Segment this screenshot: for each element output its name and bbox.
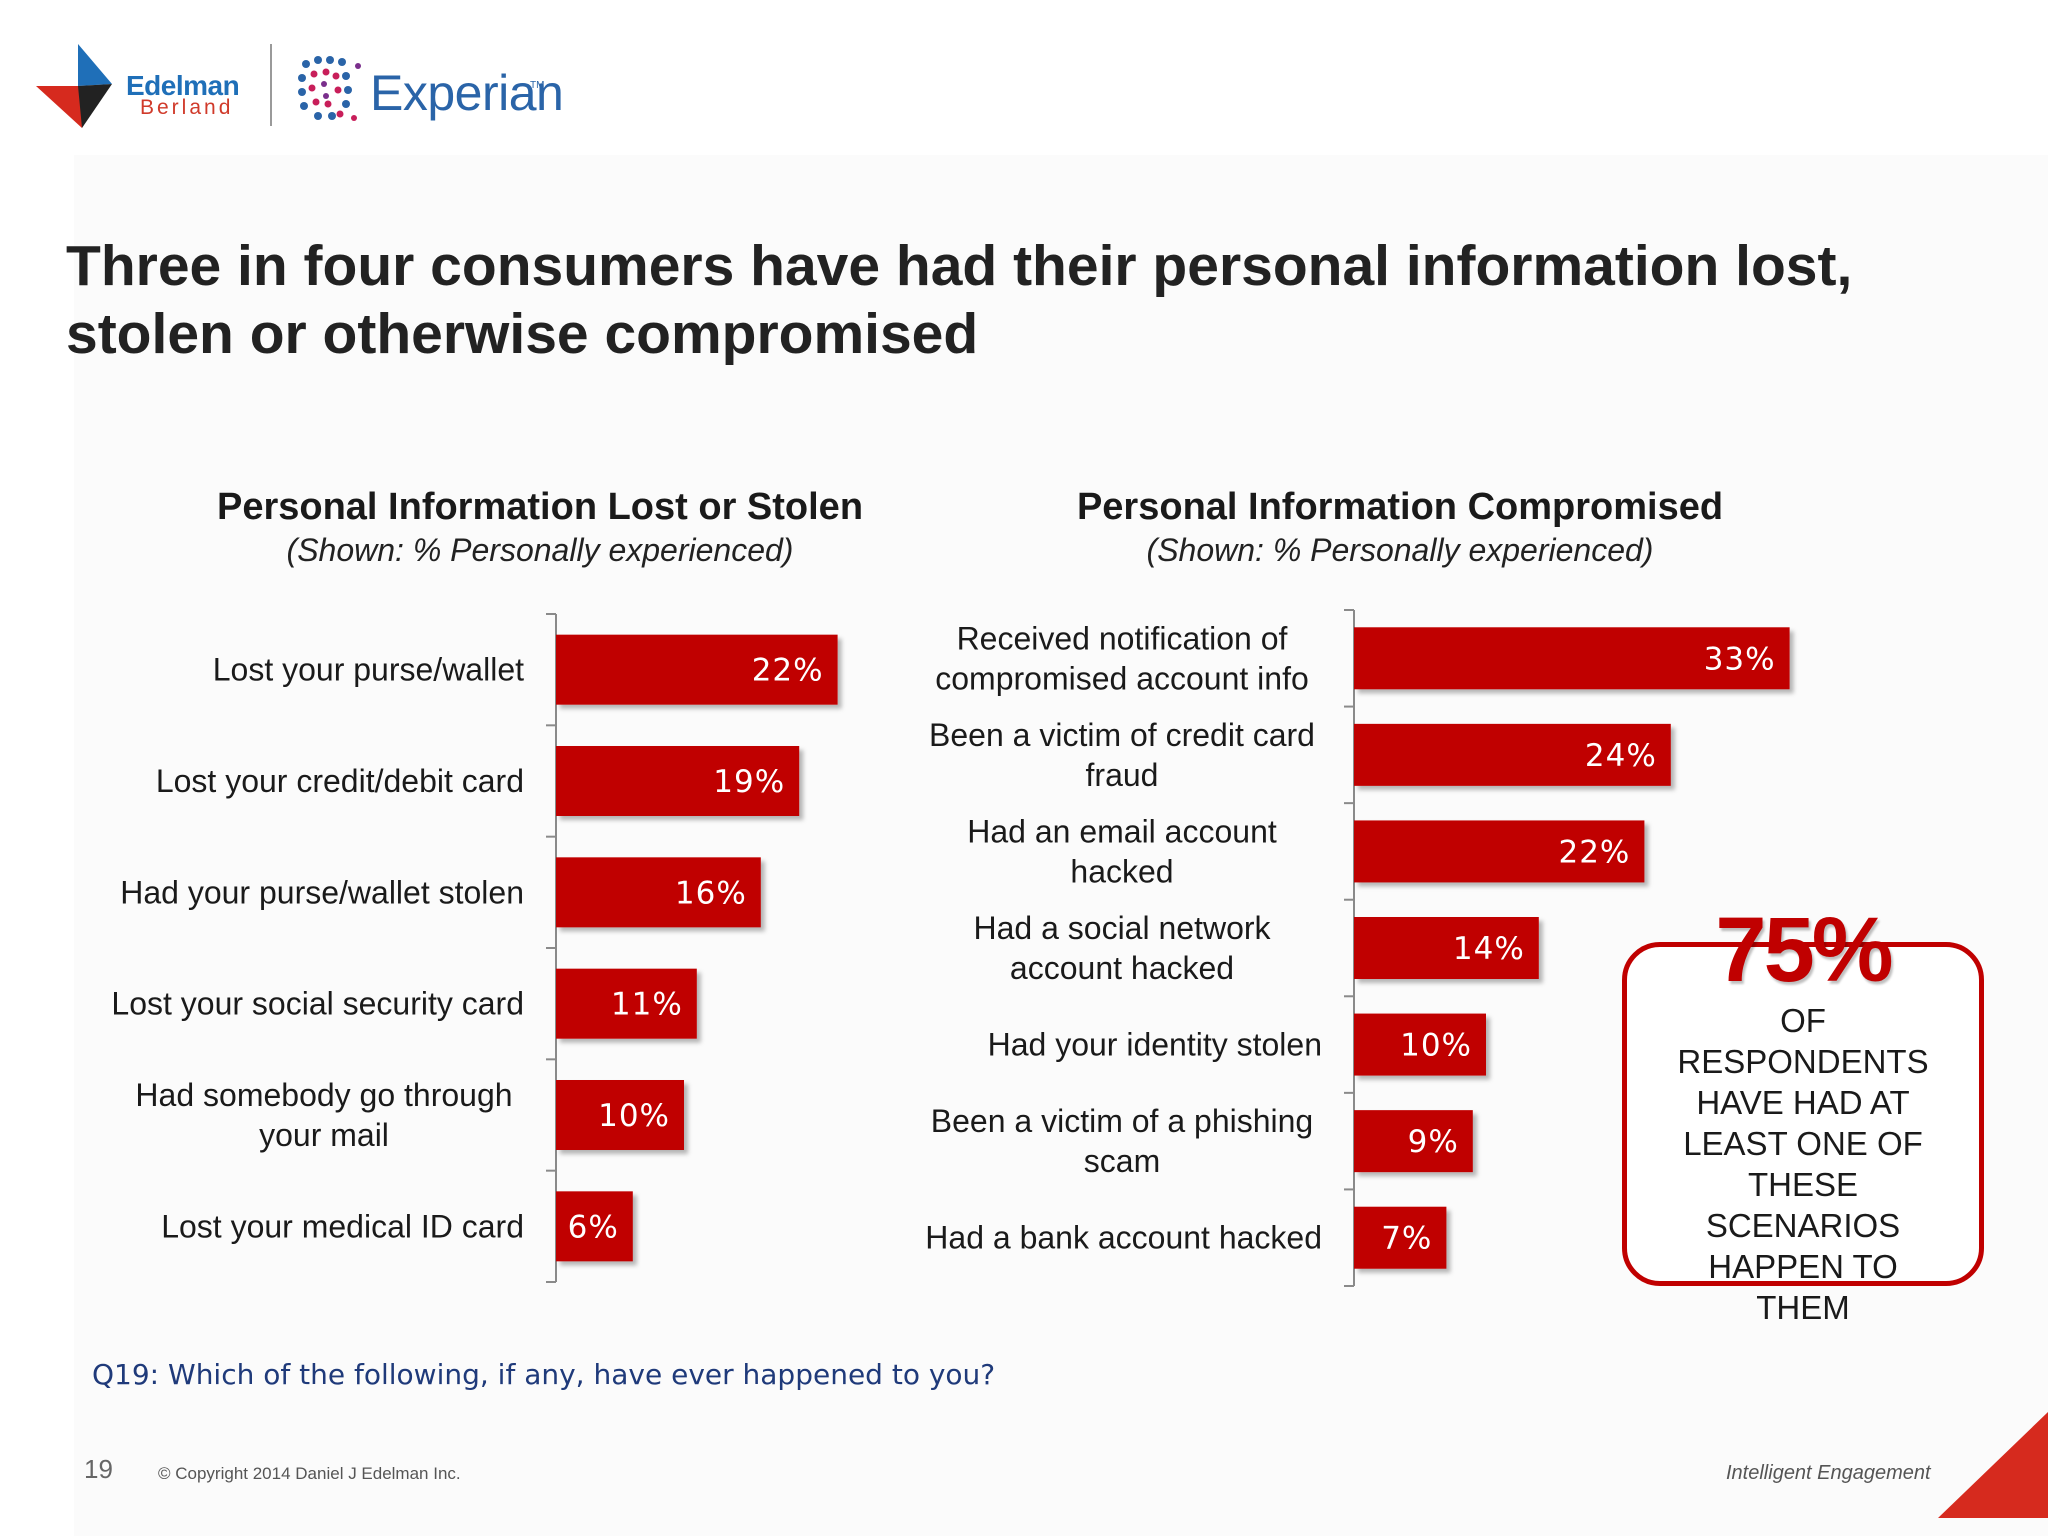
right-chart-bar xyxy=(1354,1110,1473,1173)
right-chart-bar xyxy=(1354,917,1539,979)
right-chart-data-label: 33% xyxy=(1704,641,1776,677)
experian-trademark: TM xyxy=(530,80,545,91)
experian-logo-mark xyxy=(298,56,361,121)
left-chart-data-label: 6% xyxy=(568,1209,619,1245)
left-chart-bar xyxy=(556,746,800,816)
edelman-wordmark: Edelman xyxy=(126,70,240,101)
left-chart-category-label: Lost your social security card xyxy=(111,986,524,1022)
slide-headline: Three in four consumers have had their p… xyxy=(66,234,1853,366)
right-chart-category-label: Been a victim of credit card fraud xyxy=(929,717,1315,793)
right-chart-data-label: 9% xyxy=(1408,1124,1459,1160)
left-chart-subtitle: (Shown: % Personally experienced) xyxy=(286,532,794,568)
right-chart-category-label: Had an email account hacked xyxy=(967,813,1277,889)
right-chart-category-label: Received notification of compromised acco… xyxy=(935,620,1309,696)
left-chart-bar xyxy=(556,1191,633,1262)
right-chart-bar xyxy=(1354,627,1790,690)
right-chart-data-label: 22% xyxy=(1558,834,1630,870)
copyright-notice: © Copyright 2014 Daniel J Edelman Inc. xyxy=(158,1464,461,1483)
left-chart-category-label: Lost your credit/debit card xyxy=(156,763,524,799)
right-chart-category-label: Been a victim of a phishing scam xyxy=(931,1103,1313,1179)
left-chart-category-label: Had your purse/wallet stolen xyxy=(120,874,524,910)
left-chart-data-label: 19% xyxy=(713,764,785,800)
left-chart-bar xyxy=(556,1080,684,1150)
right-chart-title: Personal Information Compromised xyxy=(1076,486,1724,528)
left-chart-data-label: 22% xyxy=(752,653,824,689)
left-chart-data-label: 11% xyxy=(611,987,683,1023)
right-chart-bar xyxy=(1354,1013,1486,1076)
left-chart-category-label: Lost your purse/wallet xyxy=(213,652,524,688)
right-chart-data-label: 24% xyxy=(1585,738,1657,774)
experian-wordmark: Experian xyxy=(370,65,564,121)
corner-triangle xyxy=(1938,1412,2048,1518)
right-chart-subtitle: (Shown: % Personally experienced) xyxy=(1146,532,1654,568)
right-chart-category-label: Had your identity stolen xyxy=(988,1027,1322,1063)
right-chart-category-label: Had a social network account hacked xyxy=(973,910,1271,986)
callout-text: OF RESPONDENTS HAVE HAD AT LEAST ONE OF … xyxy=(1677,1002,1929,1326)
berland-wordmark: Berland xyxy=(140,96,234,119)
right-chart-data-label: 10% xyxy=(1400,1028,1472,1064)
left-chart-bar xyxy=(556,634,838,705)
left-chart-bar xyxy=(556,968,697,1039)
logo-divider xyxy=(270,44,272,126)
edelman-logo xyxy=(36,44,112,128)
right-chart-data-label: 7% xyxy=(1381,1221,1432,1257)
right-chart-bar xyxy=(1354,820,1645,883)
left-chart-bar xyxy=(556,857,761,928)
tagline: Intelligent Engagement xyxy=(1726,1462,1931,1484)
left-chart-data-label: 16% xyxy=(675,875,747,911)
left-chart-category-label: Had somebody go through your mail xyxy=(135,1077,512,1153)
left-chart-category-label: Lost your medical ID card xyxy=(161,1208,524,1244)
callout-box xyxy=(1622,942,1984,1286)
survey-question: Q19: Which of the following, if any, hav… xyxy=(92,1358,996,1391)
slide-background xyxy=(74,155,2048,1536)
page-number: 19 xyxy=(84,1454,113,1484)
right-chart-category-label: Had a bank account hacked xyxy=(925,1220,1322,1256)
right-chart-bar xyxy=(1354,1206,1447,1269)
left-chart-title: Personal Information Lost or Stolen xyxy=(216,486,864,528)
right-chart-bar xyxy=(1354,723,1671,786)
left-chart-data-label: 10% xyxy=(598,1098,670,1134)
callout-percentage: 75% xyxy=(1715,899,1893,1001)
right-chart-data-label: 14% xyxy=(1453,931,1525,967)
